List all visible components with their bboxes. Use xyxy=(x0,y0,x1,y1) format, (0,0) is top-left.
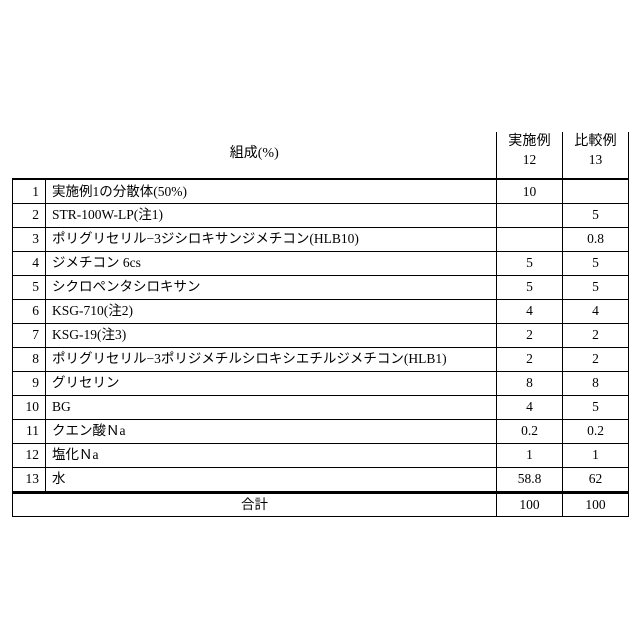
composition-table: 組成(%) 実施例 12 比較例 13 1 実施例1の分散体(50%) 10 2 STR… xyxy=(12,132,629,517)
table-row: 12 塩化Ｎa 1 1 xyxy=(12,443,629,468)
row-ingredient-name: ポリグリセリル−3ポリジメチルシロキシエチルジメチコン(HLB1) xyxy=(45,347,497,372)
row-ingredient-name: KSG-710(注2) xyxy=(45,299,497,324)
row-ingredient-name: シクロペンタシロキサン xyxy=(45,275,497,300)
row-index: 10 xyxy=(12,395,46,420)
row-value-column-1: 4 xyxy=(496,299,563,324)
row-index: 5 xyxy=(12,275,46,300)
table-row: 4 ジメチコン 6cs 5 5 xyxy=(12,251,629,276)
row-value-column-2: 4 xyxy=(562,299,629,324)
row-value-column-2: 0.2 xyxy=(562,419,629,444)
row-value-column-1: 58.8 xyxy=(496,467,563,492)
row-ingredient-name: 水 xyxy=(45,467,497,492)
total-top-rule xyxy=(12,491,629,494)
table-row: 7 KSG-19(注3) 2 2 xyxy=(12,323,629,348)
row-value-column-2: 5 xyxy=(562,275,629,300)
row-index: 7 xyxy=(12,323,46,348)
row-value-column-2: 5 xyxy=(562,251,629,276)
table-row: 8 ポリグリセリル−3ポリジメチルシロキシエチルジメチコン(HLB1) 2 2 xyxy=(12,347,629,372)
row-value-column-1: 2 xyxy=(496,347,563,372)
row-index: 11 xyxy=(12,419,46,444)
row-value-column-2: 2 xyxy=(562,347,629,372)
table-row: 5 シクロペンタシロキサン 5 5 xyxy=(12,275,629,300)
header-column-2-number: 13 xyxy=(588,152,603,167)
row-ingredient-name: BG xyxy=(45,395,497,420)
header-column-1-number: 12 xyxy=(522,152,537,167)
row-value-column-1: 5 xyxy=(496,251,563,276)
table-row: 3 ポリグリセリル−3ジシロキサンジメチコン(HLB10) 0.8 xyxy=(12,227,629,252)
table-row: 10 BG 4 5 xyxy=(12,395,629,420)
row-value-column-1 xyxy=(496,227,563,252)
row-ingredient-name: 塩化Ｎa xyxy=(45,443,497,468)
row-index: 6 xyxy=(12,299,46,324)
header-row: 組成(%) 実施例 12 比較例 13 xyxy=(13,132,629,178)
row-ingredient-name: ジメチコン 6cs xyxy=(45,251,497,276)
row-value-column-2: 62 xyxy=(562,467,629,492)
total-value-column-1: 100 xyxy=(496,492,563,517)
row-value-column-1: 8 xyxy=(496,371,563,396)
row-value-column-1: 2 xyxy=(496,323,563,348)
row-value-column-1: 0.2 xyxy=(496,419,563,444)
row-value-column-1: 1 xyxy=(496,443,563,468)
row-index: 4 xyxy=(12,251,46,276)
row-value-column-1: 10 xyxy=(496,179,563,204)
row-index: 12 xyxy=(12,443,46,468)
row-index: 1 xyxy=(12,179,46,204)
row-ingredient-name: 実施例1の分散体(50%) xyxy=(45,179,497,204)
row-value-column-2: 5 xyxy=(562,203,629,228)
row-index: 9 xyxy=(12,371,46,396)
row-value-column-2: 2 xyxy=(562,323,629,348)
total-rule-cell xyxy=(12,491,629,494)
composition-table-container: 組成(%) 実施例 12 比較例 13 1 実施例1の分散体(50%) 10 2 STR… xyxy=(12,132,629,517)
total-label: 合計 xyxy=(12,492,497,517)
header-column-2: 比較例 13 xyxy=(562,132,629,178)
table-row: 9 グリセリン 8 8 xyxy=(12,371,629,396)
row-value-column-2: 8 xyxy=(562,371,629,396)
row-ingredient-name: グリセリン xyxy=(45,371,497,396)
row-index: 3 xyxy=(12,227,46,252)
row-ingredient-name: KSG-19(注3) xyxy=(45,323,497,348)
row-value-column-2: 1 xyxy=(562,443,629,468)
row-index: 2 xyxy=(12,203,46,228)
header-column-2-label: 比較例 xyxy=(574,134,617,149)
table-row: 2 STR-100W-LP(注1) 5 xyxy=(12,203,629,228)
row-ingredient-name: STR-100W-LP(注1) xyxy=(45,203,497,228)
row-value-column-2 xyxy=(562,179,629,204)
table-body: 1 実施例1の分散体(50%) 10 2 STR-100W-LP(注1) 5 3 ポリグリセリ… xyxy=(12,179,629,492)
row-value-column-2: 0.8 xyxy=(562,227,629,252)
row-ingredient-name: ポリグリセリル−3ジシロキサンジメチコン(HLB10) xyxy=(45,227,497,252)
row-index: 8 xyxy=(12,347,46,372)
table-head: 組成(%) 実施例 12 比較例 13 xyxy=(12,132,629,180)
total-row: 合計 100 100 xyxy=(12,492,629,517)
table-foot: 合計 100 100 xyxy=(12,491,629,517)
header-column-1-label: 実施例 xyxy=(508,134,551,149)
total-value-column-2: 100 xyxy=(562,492,629,517)
row-ingredient-name: クエン酸Ｎa xyxy=(45,419,497,444)
row-value-column-1 xyxy=(496,203,563,228)
table-row: 6 KSG-710(注2) 4 4 xyxy=(12,299,629,324)
header-composition-title: 組成(%) xyxy=(229,146,279,161)
row-value-column-1: 5 xyxy=(496,275,563,300)
row-value-column-2: 5 xyxy=(562,395,629,420)
table-row: 1 実施例1の分散体(50%) 10 xyxy=(12,179,629,204)
table-row: 11 クエン酸Ｎa 0.2 0.2 xyxy=(12,419,629,444)
row-value-column-1: 4 xyxy=(496,395,563,420)
table-row: 13 水 58.8 62 xyxy=(12,467,629,492)
header-column-1: 実施例 12 xyxy=(496,132,563,178)
row-index: 13 xyxy=(12,467,46,492)
